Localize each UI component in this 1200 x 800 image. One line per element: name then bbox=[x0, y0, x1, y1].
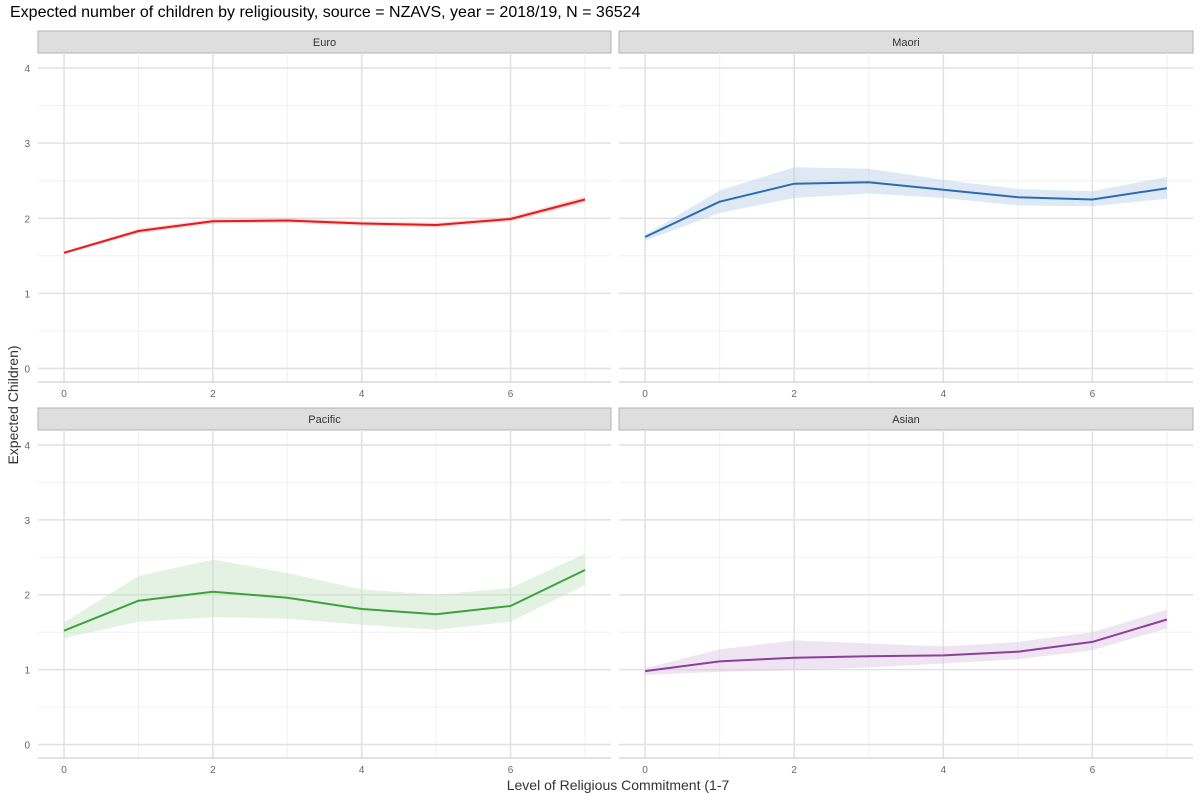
data-point-euro bbox=[510, 218, 512, 220]
x-tick-label: 2 bbox=[210, 389, 216, 400]
data-point-euro bbox=[212, 220, 214, 222]
x-tick-label: 6 bbox=[508, 389, 514, 400]
data-point-asian bbox=[1091, 641, 1093, 643]
data-point-maori bbox=[719, 201, 721, 203]
data-point-pacific bbox=[361, 608, 363, 610]
confidence-ribbon-pacific bbox=[64, 553, 585, 639]
y-tick-label: 0 bbox=[24, 741, 30, 752]
data-point-maori bbox=[868, 181, 870, 183]
x-tick-label: 0 bbox=[61, 765, 67, 776]
data-point-pacific bbox=[286, 597, 288, 599]
y-tick-label: 4 bbox=[24, 441, 30, 452]
facet-label-asian: Asian bbox=[892, 414, 920, 426]
x-tick-label: 4 bbox=[359, 765, 365, 776]
data-point-euro bbox=[584, 198, 586, 200]
data-point-euro bbox=[361, 223, 363, 225]
data-point-asian bbox=[1166, 618, 1168, 620]
series-line-asian bbox=[644, 618, 1168, 673]
data-point-euro bbox=[137, 230, 139, 232]
y-tick-label: 1 bbox=[24, 289, 30, 300]
data-point-asian bbox=[1017, 651, 1019, 653]
y-axis-title: Expected Children) bbox=[5, 345, 21, 464]
y-tick-label: 0 bbox=[24, 364, 30, 375]
x-tick-label: 2 bbox=[210, 765, 216, 776]
x-tick-label: 4 bbox=[940, 765, 946, 776]
y-tick-label: 3 bbox=[24, 139, 30, 150]
data-point-pacific bbox=[510, 605, 512, 607]
data-point-pacific bbox=[584, 569, 586, 571]
y-tick-label: 4 bbox=[24, 64, 30, 75]
x-tick-label: 6 bbox=[1090, 765, 1096, 776]
facet-strip-maori bbox=[618, 30, 1194, 54]
confidence-ribbon-maori bbox=[645, 167, 1167, 241]
facet-label-pacific: Pacific bbox=[308, 414, 341, 426]
data-point-asian bbox=[719, 660, 721, 662]
x-tick-label: 4 bbox=[940, 389, 946, 400]
data-point-asian bbox=[868, 655, 870, 657]
x-tick-label: 2 bbox=[791, 389, 797, 400]
data-point-maori bbox=[644, 236, 646, 238]
data-point-maori bbox=[1017, 196, 1019, 198]
series-line-maori bbox=[644, 181, 1168, 238]
facet-label-euro: Euro bbox=[313, 37, 336, 49]
x-tick-label: 0 bbox=[61, 389, 67, 400]
data-point-maori bbox=[793, 183, 795, 185]
data-point-euro bbox=[286, 220, 288, 222]
y-tick-label: 2 bbox=[24, 214, 30, 225]
facet-label-maori: Maori bbox=[892, 37, 920, 49]
data-point-euro bbox=[63, 252, 65, 254]
facet-strip-euro bbox=[37, 30, 612, 54]
data-point-maori bbox=[1166, 187, 1168, 189]
facet-strip-pacific bbox=[37, 407, 612, 431]
data-point-maori bbox=[942, 189, 944, 191]
series-line-euro bbox=[63, 198, 586, 254]
data-point-asian bbox=[942, 654, 944, 656]
data-point-pacific bbox=[137, 600, 139, 602]
y-tick-label: 3 bbox=[24, 516, 30, 527]
x-tick-label: 6 bbox=[1090, 389, 1096, 400]
y-tick-label: 1 bbox=[24, 666, 30, 677]
data-point-euro bbox=[435, 224, 437, 226]
confidence-ribbon-euro bbox=[64, 196, 585, 255]
data-point-pacific bbox=[63, 630, 65, 632]
data-point-asian bbox=[793, 657, 795, 659]
x-tick-label: 2 bbox=[791, 765, 797, 776]
x-tick-label: 0 bbox=[642, 765, 648, 776]
data-point-maori bbox=[1091, 198, 1093, 200]
x-axis-title: Level of Religious Commitment (1-7 bbox=[507, 777, 730, 793]
x-tick-label: 0 bbox=[642, 389, 648, 400]
x-tick-label: 6 bbox=[508, 765, 514, 776]
data-point-pacific bbox=[435, 613, 437, 615]
facet-strip-asian bbox=[618, 407, 1194, 431]
data-point-asian bbox=[644, 670, 646, 672]
y-tick-label: 2 bbox=[24, 591, 30, 602]
data-point-pacific bbox=[212, 591, 214, 593]
x-tick-label: 4 bbox=[359, 389, 365, 400]
series-line-pacific bbox=[63, 569, 586, 632]
page-title: Expected number of children by religious… bbox=[10, 4, 641, 21]
